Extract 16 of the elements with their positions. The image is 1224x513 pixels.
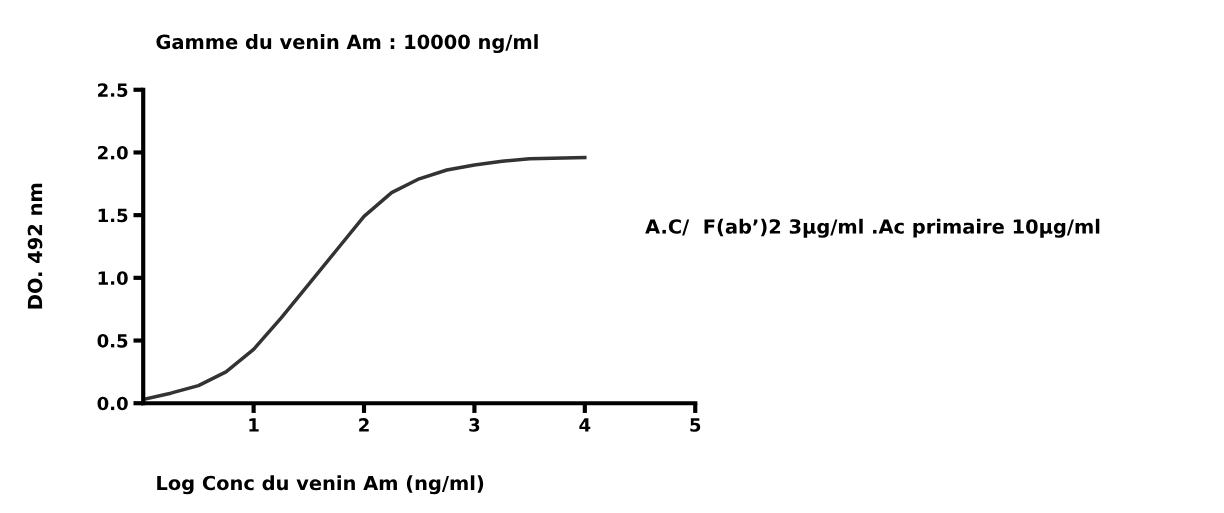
y-tick-label: 1.0 [98, 271, 128, 285]
annotation: A.C/ F(ab’)2 3µg/ml .Ac primaire 10µg/ml [645, 218, 1100, 238]
chart-title: Gamme du venin Am : 10000 ng/ml [156, 34, 538, 54]
y-tick-label: 2.0 [98, 145, 128, 160]
y-tick-label: 2.5 [98, 83, 128, 97]
x-axis-title: Log Conc du venin Am (ng/ml) [157, 475, 484, 495]
x-tick-label: 1 [249, 418, 259, 432]
x-tick-label: 4 [579, 418, 591, 432]
y-tick-label: 0.0 [97, 396, 128, 411]
x-tick-label: 5 [690, 418, 701, 432]
y-tick-label: 1.5 [98, 208, 128, 223]
y-tick-label: 0.5 [97, 333, 128, 348]
x-tick-label: 3 [469, 418, 480, 432]
x-tick-label: 2 [359, 418, 369, 432]
line-series [143, 155, 587, 402]
y-axis-title: DO. 492 nm [27, 183, 43, 309]
